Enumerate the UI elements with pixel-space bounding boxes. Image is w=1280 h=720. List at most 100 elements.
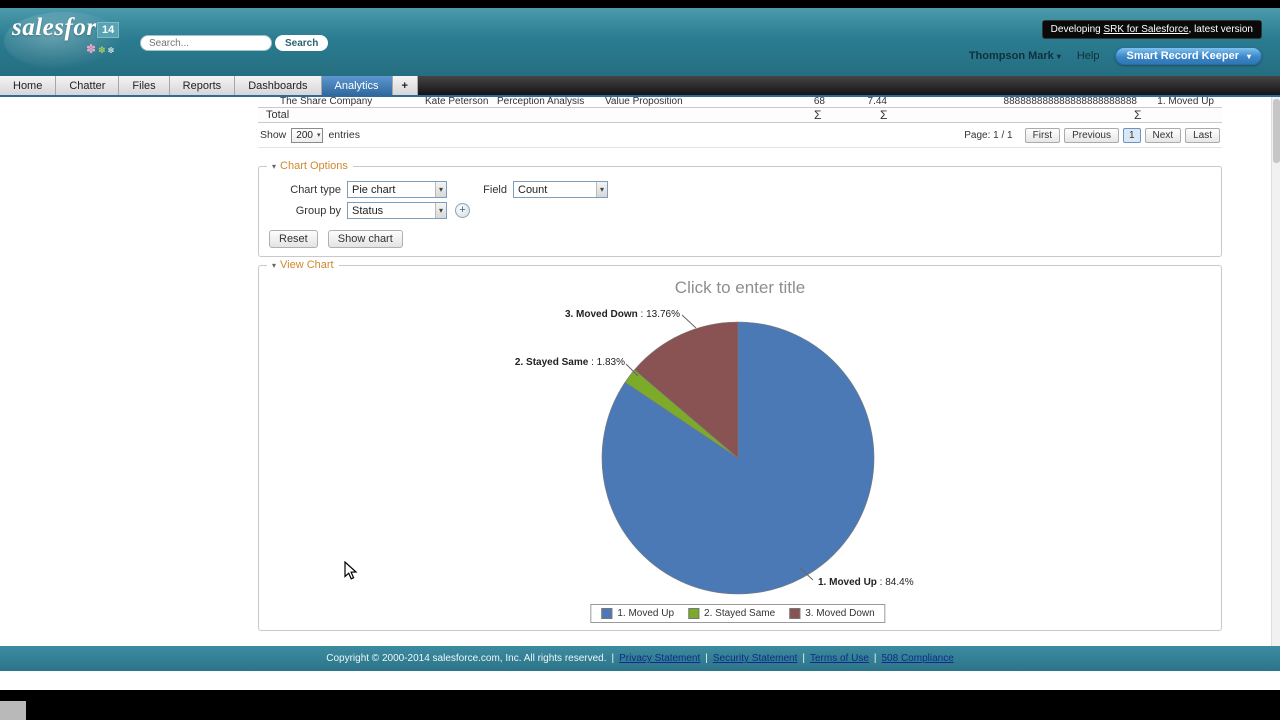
next-page-button[interactable]: Next — [1144, 127, 1182, 143]
footer: Copyright © 2000-2014 salesforce.com, In… — [0, 646, 1280, 671]
footer-link-privacy-statement[interactable]: Privacy Statement — [619, 653, 701, 664]
legend-item: 1. Moved Up — [601, 608, 674, 619]
chart-type-select[interactable]: Pie chart ▾ — [347, 181, 447, 198]
table-footer-bar: Show 200 ▾ entries Page: 1 / 1 First Prev… — [258, 123, 1222, 148]
sum-icon: Σ — [880, 108, 888, 122]
legend-item: 2. Stayed Same — [688, 608, 775, 619]
tooltip-link[interactable]: SRK for Salesforce — [1103, 24, 1189, 35]
pie-slice-2 — [634, 321, 739, 459]
active-tab-underline — [0, 95, 1280, 97]
add-tab-button[interactable]: + — [392, 76, 418, 95]
help-link[interactable]: Help — [1076, 50, 1100, 62]
collapse-triangle-icon: ▾ — [272, 161, 277, 171]
search-button[interactable]: Search — [275, 35, 329, 51]
table-total-row: Total Σ Σ Σ — [258, 107, 1222, 123]
pagination: Page: 1 / 1 First Previous 1 Next Last — [964, 127, 1220, 143]
legend-swatch-moved-up — [601, 608, 613, 619]
scrollbar-thumb[interactable] — [1273, 99, 1280, 163]
cell-number-1: 68 — [813, 97, 825, 107]
sum-icon: Σ — [1134, 108, 1142, 122]
page-size-select[interactable]: 200 ▾ — [291, 127, 324, 143]
footer-separator: | — [873, 653, 877, 664]
user-menu[interactable]: Thompson Mark ▾ — [968, 50, 1061, 62]
reset-button[interactable]: Reset — [269, 230, 318, 248]
global-search: Search — [140, 35, 329, 51]
app-menu-button[interactable]: Smart Record Keeper ▾ — [1115, 47, 1262, 65]
cell-status: 1. Moved Up — [1157, 97, 1214, 107]
legend-swatch-stayed-same — [688, 608, 700, 619]
footer-separator: | — [705, 653, 708, 664]
tab-home[interactable]: Home — [0, 76, 57, 95]
last-page-button[interactable]: Last — [1185, 127, 1220, 143]
cell-value-proposition: Value Proposition — [605, 97, 683, 107]
vertical-scrollbar[interactable] — [1271, 97, 1280, 646]
tab-dashboards[interactable]: Dashboards — [235, 76, 322, 95]
logo-cloud-graphic — [4, 12, 124, 70]
page-status: Page: 1 / 1 — [964, 129, 1013, 141]
tab-chatter[interactable]: Chatter — [56, 76, 120, 95]
pie-chart-svg — [601, 321, 875, 595]
chevron-down-icon: ▾ — [595, 182, 607, 197]
logo-flowers-icon: ✽✽✼ — [86, 42, 117, 56]
chart-options-panel: ▾ Chart Options Chart type Pie chart ▾ Fi… — [258, 160, 1222, 257]
field-select[interactable]: Count ▾ — [513, 181, 608, 198]
pie-label-moved-up: 1. Moved Up : 84.4% — [818, 577, 914, 588]
chevron-down-icon: ▾ — [316, 132, 321, 139]
sum-icon: Σ — [814, 108, 822, 122]
app-header: salesforce ✽✽✼ 14 Search Thompson Mark ▾… — [0, 8, 1280, 76]
pie-label-stayed-same: 2. Stayed Same : 1.83% — [514, 357, 625, 368]
tab-reports[interactable]: Reports — [169, 76, 236, 95]
total-label: Total — [266, 109, 290, 121]
field-label: Field — [483, 183, 507, 196]
search-input[interactable] — [140, 35, 272, 51]
chart-area: Click to enter title 3. Moved Down : 13.… — [259, 272, 1221, 624]
letterbox-top — [0, 0, 1280, 8]
chevron-down-icon: ▾ — [1246, 51, 1251, 61]
cell-id: 888888888888888888888888 — [1003, 97, 1137, 107]
dev-mode-tooltip: Developing SRK for Salesforce, latest ve… — [1041, 20, 1262, 39]
entries-label: entries — [328, 129, 360, 141]
main-content: The Share Company Kate Peterson Percepti… — [258, 97, 1222, 631]
view-chart-header[interactable]: ▾ View Chart — [267, 259, 339, 271]
chart-legend: 1. Moved Up 2. Stayed Same 3. Moved Down — [590, 604, 886, 623]
cell-company: The Share Company — [280, 97, 373, 107]
footer-separator: | — [611, 653, 615, 664]
cell-contact: Kate Peterson — [425, 97, 489, 107]
video-player-artifact — [0, 701, 26, 720]
tab-bar: Home Chatter Files Reports Dashboards An… — [0, 76, 1280, 95]
tab-analytics[interactable]: Analytics — [321, 76, 393, 95]
current-page-button[interactable]: 1 — [1122, 127, 1141, 143]
footer-link-508-compliance[interactable]: 508 Compliance — [881, 653, 954, 664]
chevron-down-icon: ▾ — [434, 203, 446, 218]
mouse-cursor — [344, 560, 358, 586]
version-badge: 14 — [97, 22, 120, 38]
footer-link-security-statement[interactable]: Security Statement — [712, 653, 798, 664]
chart-options-header[interactable]: ▾ Chart Options — [267, 160, 353, 172]
cell-number-2: 7.44 — [867, 97, 887, 107]
first-page-button[interactable]: First — [1024, 127, 1061, 143]
view-chart-panel: ▾ View Chart Click to enter title 3. Mov… — [258, 259, 1222, 631]
letterbox-bottom — [0, 690, 1280, 720]
header-right: Thompson Mark ▾ Help Smart Record Keeper… — [969, 47, 1262, 65]
group-by-select[interactable]: Status ▾ — [347, 202, 447, 219]
table-row: The Share Company Kate Peterson Percepti… — [258, 97, 1222, 107]
tab-files[interactable]: Files — [119, 76, 170, 95]
show-label: Show — [260, 129, 287, 141]
add-group-by-button[interactable]: + — [455, 203, 470, 218]
chart-title-placeholder[interactable]: Click to enter title — [674, 278, 806, 297]
group-by-label: Group by — [295, 204, 341, 217]
previous-page-button[interactable]: Previous — [1064, 127, 1119, 143]
show-chart-button[interactable]: Show chart — [327, 230, 403, 248]
chart-type-label: Chart type — [290, 183, 341, 196]
footer-separator: | — [802, 653, 805, 664]
chevron-down-icon: ▾ — [1056, 52, 1061, 61]
legend-item: 3. Moved Down — [789, 608, 875, 619]
collapse-triangle-icon: ▾ — [272, 260, 277, 270]
chevron-down-icon: ▾ — [434, 182, 446, 197]
legend-swatch-moved-down — [789, 608, 801, 619]
cell-analysis: Perception Analysis — [497, 97, 585, 107]
footer-copyright: Copyright © 2000-2014 salesforce.com, In… — [326, 653, 607, 664]
pie-label-moved-down: 3. Moved Down : 13.76% — [564, 309, 680, 320]
footer-link-terms-of-use[interactable]: Terms of Use — [809, 653, 869, 664]
